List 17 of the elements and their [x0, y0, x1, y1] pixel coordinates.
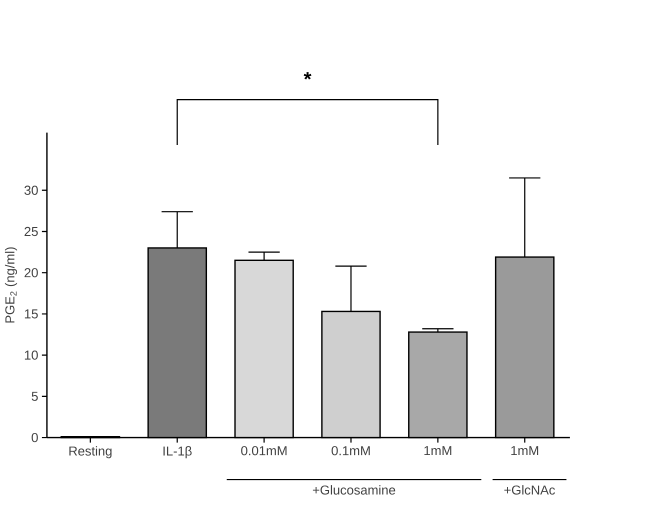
y-axis-title: PGE$_{2}$ (ng/ml) — [4, 247, 18, 323]
y-tick-label: 20 — [24, 268, 38, 278]
x-tick-label: IL-1β — [164, 446, 192, 458]
x-tick-label: 1mM — [511, 446, 538, 456]
y-tick-label: 5 — [32, 392, 38, 401]
text: * — [304, 72, 312, 80]
text: +GlcNAc — [504, 485, 555, 495]
x-tick-label: 0.01mM — [241, 446, 287, 456]
y-tick-label: 25 — [24, 226, 38, 236]
x-tick-label: Resting — [69, 446, 112, 458]
y-tick-label: 30 — [24, 186, 38, 195]
y-tick-label: 0 — [32, 432, 38, 442]
x-tick-label: 1mM — [424, 446, 452, 456]
text: +Glucosamine — [312, 485, 396, 495]
x-tick-label: 0.1mM — [332, 446, 370, 456]
y-tick-label: 15 — [24, 309, 38, 318]
y-tick-label: 10 — [24, 350, 38, 360]
